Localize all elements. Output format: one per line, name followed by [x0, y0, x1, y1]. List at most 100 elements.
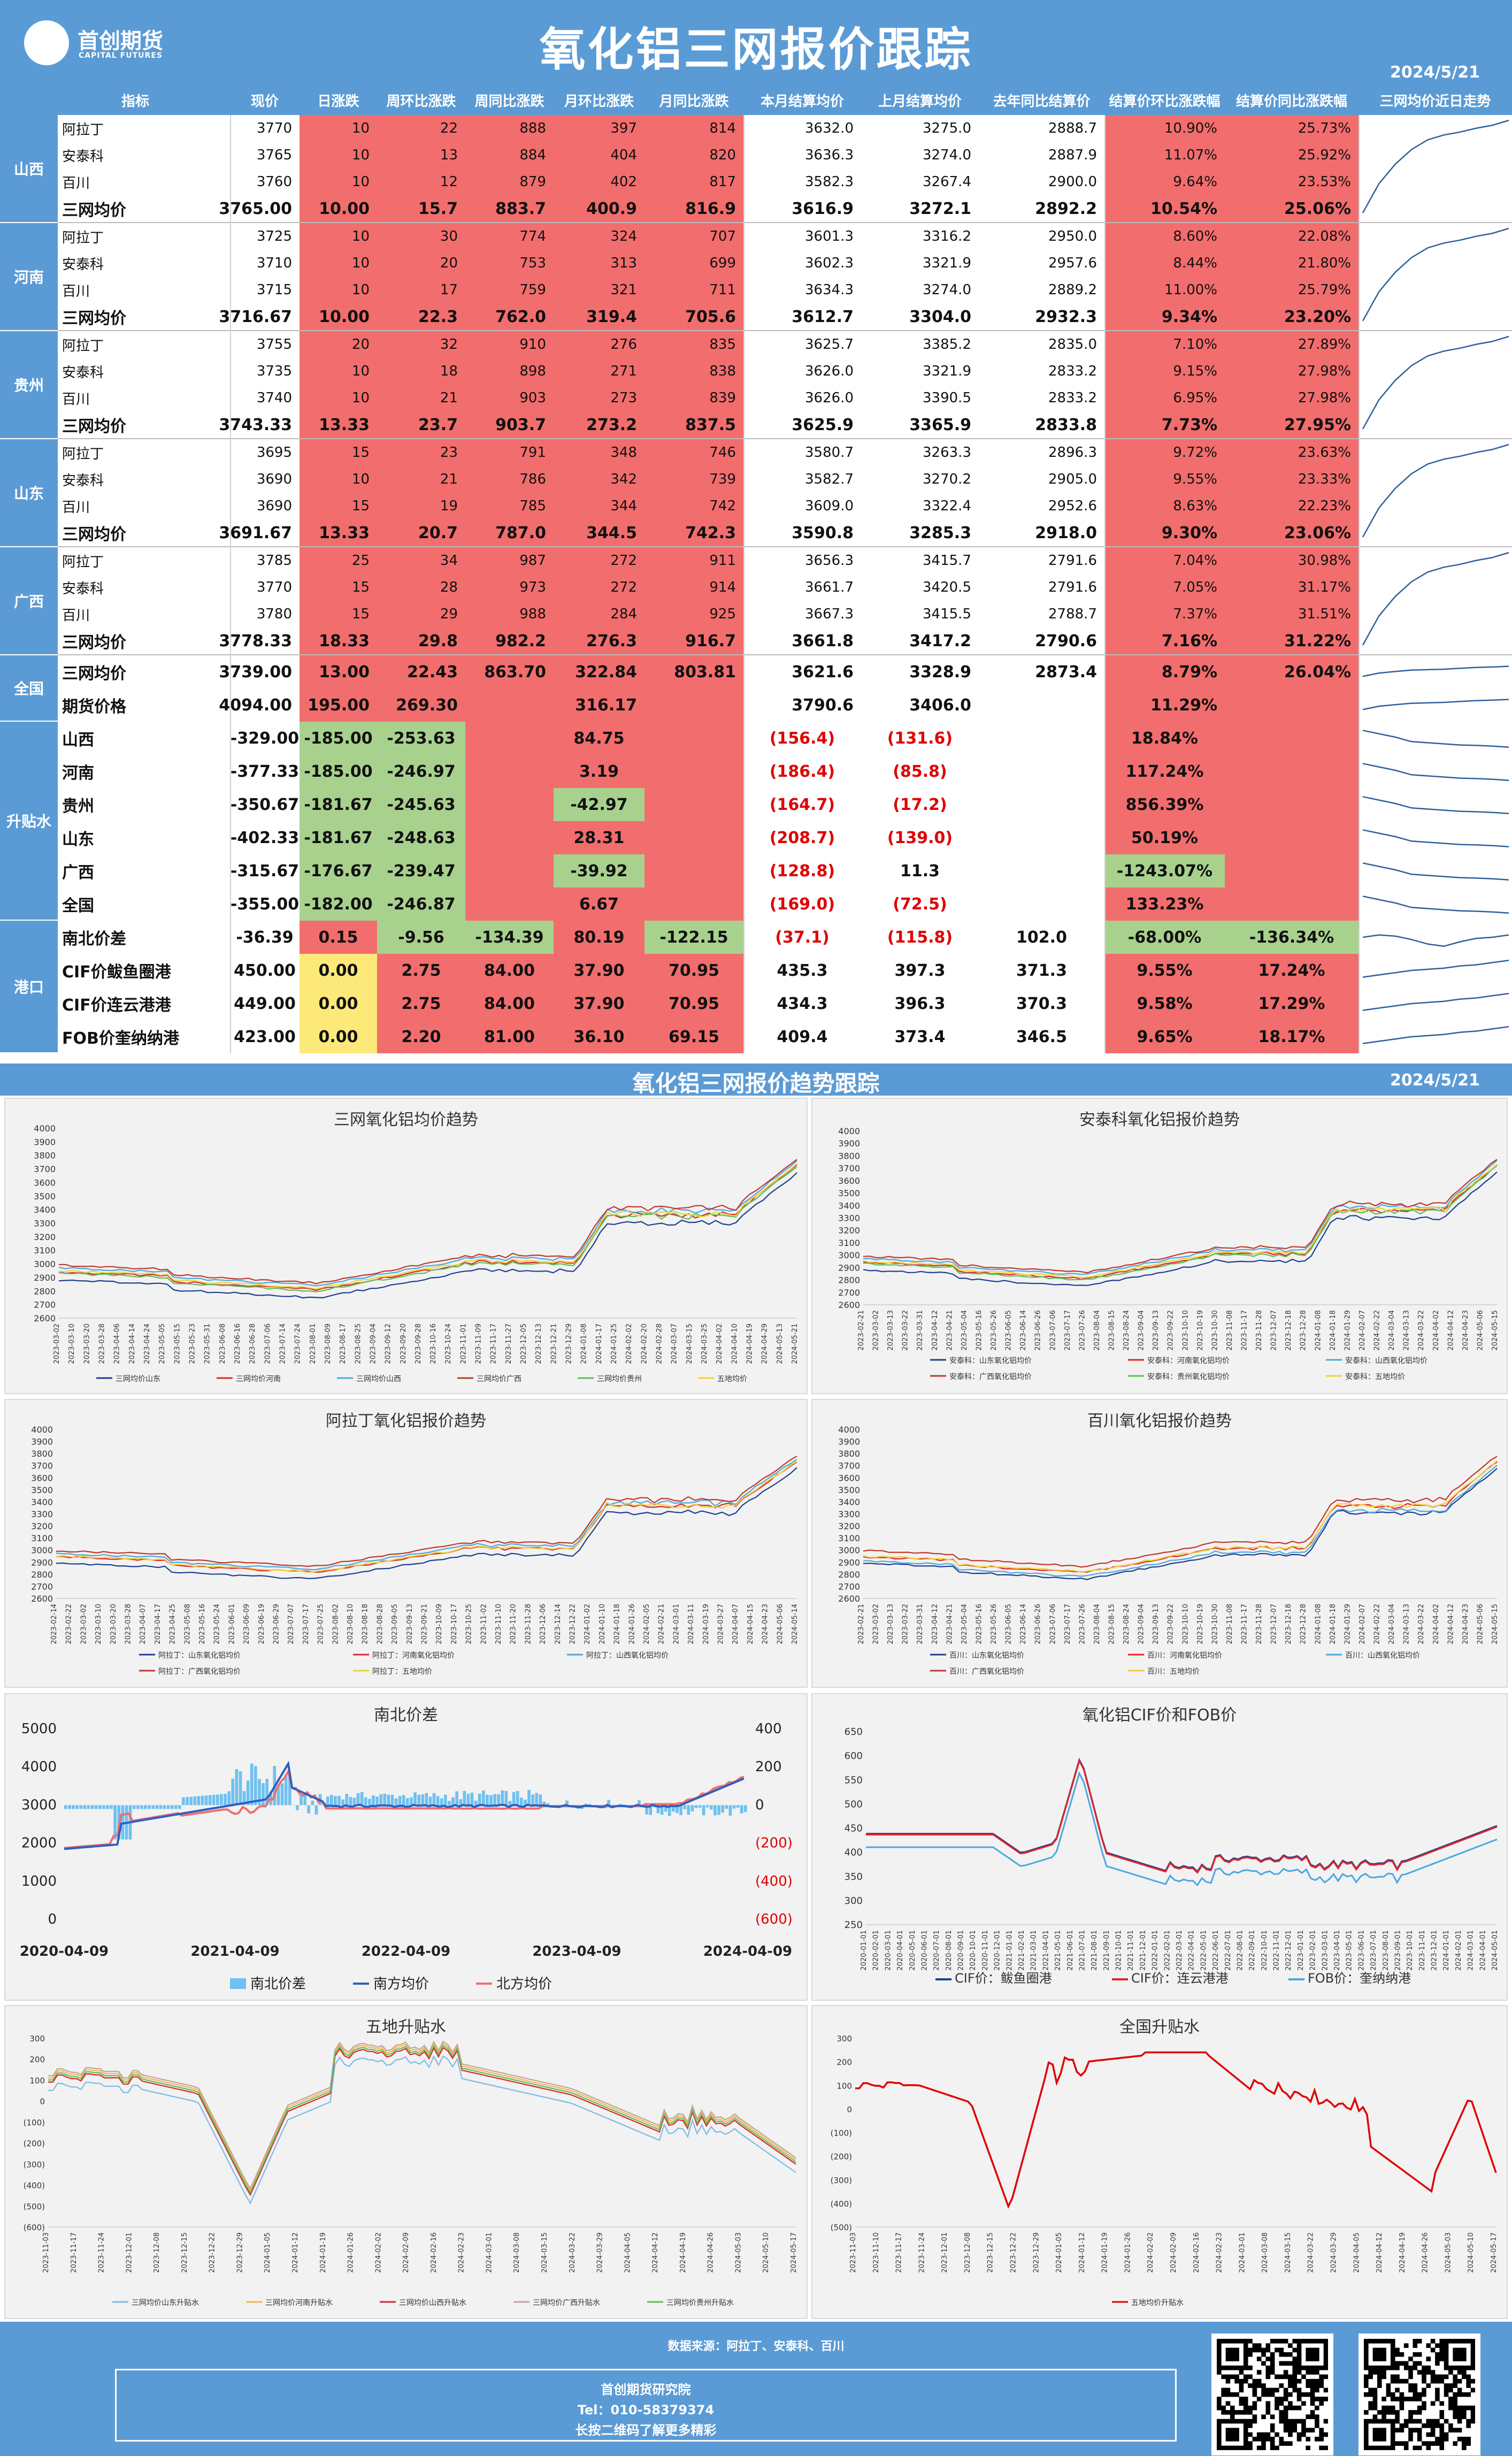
spread-bar: [743, 1805, 747, 1812]
table-cell: 10.00: [300, 195, 377, 222]
spread-bar: [121, 1805, 125, 1840]
qr-code-icon[interactable]: [1211, 2333, 1333, 2455]
table-cell: 759: [465, 277, 554, 303]
table-cell: -246.97: [377, 755, 465, 788]
x-tick-label: 2024-04-23: [1462, 1604, 1470, 1644]
x-tick-label: 2023-03-02: [872, 1310, 880, 1351]
x-tick-label: 2023-11-17: [895, 2232, 903, 2273]
x-tick-label: 2023-11-24: [918, 2232, 926, 2273]
x-tick-label: 2023-08-15: [1108, 1310, 1116, 1351]
spread-bar: [151, 1805, 155, 1809]
chart-title: 五地升贴水: [366, 2018, 446, 2037]
x-tick-label: 2024-01-08: [1314, 1310, 1322, 1351]
spread-bar: [721, 1805, 724, 1813]
table-row: 广西 -315.67 -176.67 -239.47 -39.92 (128.8) 11.3…: [58, 854, 1512, 887]
table-cell: 3415.5: [923, 606, 971, 622]
table-cell: 3612.7: [792, 307, 854, 326]
series-line: [58, 1166, 797, 1292]
table-cell: 27.98%: [1225, 358, 1359, 385]
spread-bar: [193, 1796, 197, 1805]
spread-bar: [702, 1805, 705, 1816]
table-cell: [644, 788, 743, 821]
table-cell: 746: [644, 439, 743, 466]
x-tick-label: 2024-02-02: [1147, 2232, 1155, 2273]
x-tick-label: 2023-09-21: [421, 1604, 429, 1644]
row-label: 百川: [62, 391, 90, 408]
table-cell: 13: [377, 142, 465, 169]
y-tick-label: 3000: [34, 1259, 56, 1269]
spread-bar: [106, 1805, 109, 1809]
spread-bar: [683, 1805, 686, 1809]
table-cell: -245.63: [377, 788, 465, 821]
table-cell: 9.64%: [1104, 169, 1225, 195]
x-tick-label: 2024-01-29: [1344, 1604, 1352, 1644]
x-tick-label: 2023-12-14: [554, 1604, 562, 1644]
spread-bar: [136, 1805, 140, 1809]
spread-bar: [413, 1792, 417, 1805]
column-header: 结算价同比涨跌幅: [1235, 94, 1347, 110]
x-tick-label: 2023-11-01: [459, 1323, 467, 1364]
qr-code-icon[interactable]: [1359, 2333, 1480, 2455]
table-cell: 80.19: [554, 921, 644, 954]
table-cell: 3626.0: [805, 390, 854, 406]
table-cell: 21.80%: [1225, 250, 1359, 277]
y-tick-label: 3400: [31, 1497, 53, 1507]
table-cell: 37.90: [554, 987, 644, 1020]
table-cell: 3760: [256, 174, 292, 190]
row-label: 阿拉丁: [62, 229, 104, 246]
spread-bar: [690, 1805, 694, 1812]
x-tick-label: 2023-11-10: [495, 1604, 503, 1644]
spread-bar: [398, 1796, 402, 1805]
spread-bar: [182, 1797, 185, 1805]
chart-title: 三网氧化铝均价趋势: [334, 1111, 478, 1129]
legend-label: FOB价：奎纳纳港: [1308, 1971, 1411, 1986]
x-tick-label: 2023-03-31: [916, 1604, 924, 1644]
spread-bar: [178, 1805, 181, 1809]
x-tick-label: 2023-12-07: [1270, 1310, 1278, 1351]
table-cell: 10.90%: [1104, 115, 1225, 142]
table-cell: 2889.2: [1048, 282, 1097, 298]
table-cell: 28: [377, 574, 465, 601]
table-cell: -122.15: [644, 921, 743, 954]
spread-bar: [638, 1800, 641, 1805]
table-cell: -36.39: [236, 928, 294, 947]
table-cell: 3621.6: [792, 662, 854, 682]
table-cell: 835: [644, 331, 743, 358]
spread-bar: [254, 1766, 257, 1805]
sparkline-line: [1362, 959, 1509, 978]
y-tick-label: 3500: [31, 1485, 53, 1495]
x-tick-label: 2023-09-22: [1167, 1604, 1175, 1644]
y-tick-label: 1000: [21, 1873, 57, 1889]
table-cell: 7.16%: [1104, 628, 1225, 654]
table-cell: 3285.3: [909, 523, 971, 542]
table-cell: 9.58%: [1104, 987, 1225, 1020]
table-cell: 371.3: [1016, 961, 1067, 980]
table-cell: 3582.7: [805, 471, 854, 487]
x-tick-label: 2024-02-23: [1216, 2232, 1224, 2273]
y-tick-label: 3800: [34, 1151, 56, 1161]
series-line: [866, 1757, 1498, 1873]
table-cell: -68.00%: [1104, 921, 1225, 954]
table-row: 安泰科 3765 10 13 884 404 820 3636.3 3274.0 2887.9 11…: [58, 142, 1512, 169]
table-cell: 838: [644, 358, 743, 385]
x-tick-label: 2020-04-09: [20, 1944, 109, 1960]
table-cell: 22.08%: [1225, 223, 1359, 250]
x-tick-label: 2024-05-17: [790, 2232, 798, 2273]
table-cell: 27.95%: [1225, 411, 1359, 438]
row-label: 三网均价: [62, 201, 126, 220]
x-tick-label: 2024-04-02: [1432, 1310, 1440, 1351]
table-row: 河南 -377.33 -185.00 -246.97 3.19 (186.4) (85.8)…: [58, 755, 1512, 788]
x-tick-label: 2023-10-17: [450, 1604, 458, 1644]
table-cell: 36.10: [554, 1020, 644, 1053]
spread-bar: [493, 1794, 496, 1805]
table-cell: 3740: [256, 390, 292, 406]
y-tick-label: 3500: [838, 1485, 860, 1495]
x-tick-label: 2022-10-01: [1261, 1930, 1269, 1971]
table-cell: (128.8): [769, 861, 835, 881]
table-cell: 988: [465, 601, 554, 628]
spread-bar: [713, 1805, 717, 1816]
spread-bar: [565, 1800, 569, 1805]
sparkline: [1362, 443, 1509, 538]
legend-label: CIF价：连云港港: [1131, 1971, 1229, 1986]
table-cell: 30.98%: [1225, 547, 1359, 574]
